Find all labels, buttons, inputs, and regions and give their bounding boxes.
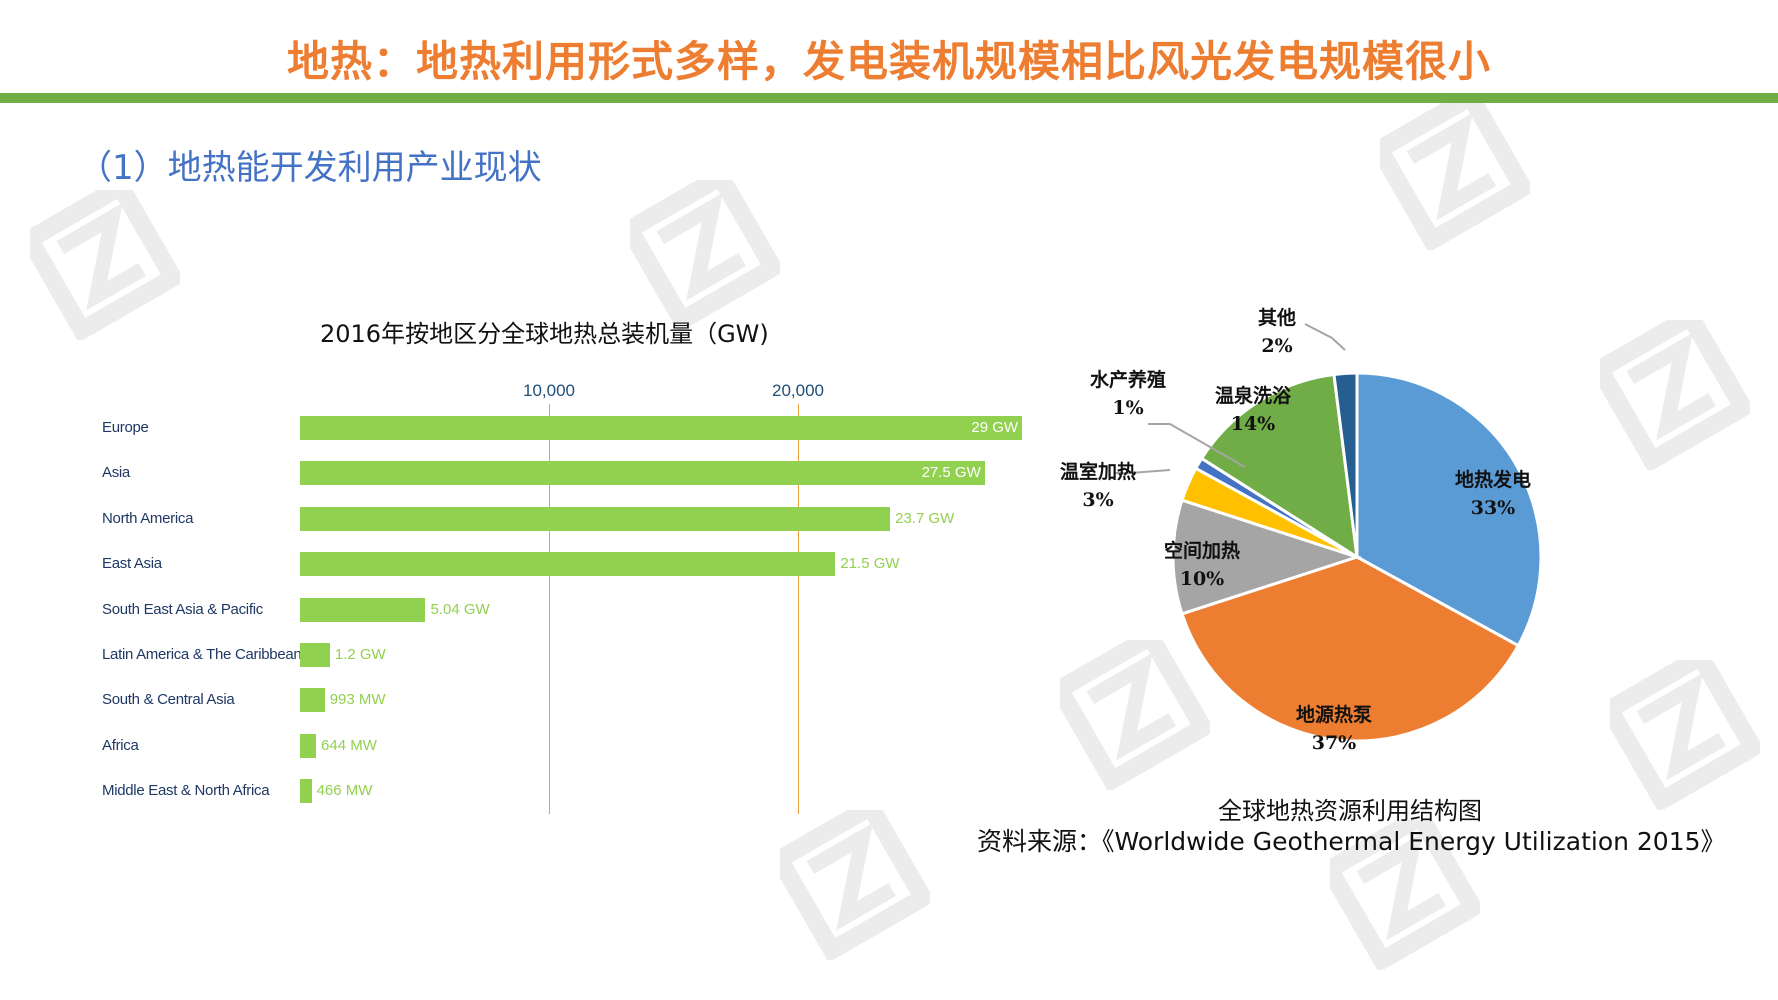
category-label: Africa xyxy=(102,736,139,754)
bar-row: South & Central Asia 993 MW xyxy=(0,688,1100,713)
leader-line xyxy=(1304,323,1346,351)
pie-slice xyxy=(1332,371,1359,558)
pie-percent: 14% xyxy=(1230,413,1276,435)
leader-line xyxy=(1148,423,1246,468)
pie-category: 空间加热 xyxy=(1163,540,1241,562)
value-label: 27.5 GW xyxy=(921,464,981,482)
bar-row: Asia 27.5 GW xyxy=(0,461,1100,486)
bar-row: North America 23.7 GW xyxy=(0,506,1100,531)
pie-percent: 10% xyxy=(1179,568,1225,590)
bar xyxy=(300,733,317,758)
category-label: South East Asia & Pacific xyxy=(102,600,263,618)
pie-category: 温室加热 xyxy=(1059,461,1137,483)
pie-percent: 3% xyxy=(1082,489,1114,511)
gridline xyxy=(549,404,550,814)
pie-category: 温泉洗浴 xyxy=(1214,385,1292,407)
bar xyxy=(300,552,836,577)
category-label: South & Central Asia xyxy=(102,691,235,709)
category-label: Europe xyxy=(102,419,149,436)
pie-data-label: 水产养殖 1% xyxy=(1090,366,1166,422)
pie-chart-caption: 全球地热资源利用结构图 xyxy=(1218,797,1482,825)
value-label: 1.2 GW xyxy=(334,646,386,663)
pie-slice xyxy=(1199,372,1359,560)
source-note: 资料来源：《Worldwide Geothermal Energy Utiliz… xyxy=(977,827,1726,856)
x-tick-label: 10,000 xyxy=(523,381,575,400)
bar-row: Latin America & The Caribbean 1.2 GW xyxy=(0,643,1100,667)
bar xyxy=(300,688,325,713)
gridline xyxy=(798,404,799,814)
pie-slice xyxy=(1355,371,1543,648)
bar-row: Africa 644 MW xyxy=(0,733,1100,758)
pie-category: 地热发电 xyxy=(1454,469,1532,491)
pie-percent: 1% xyxy=(1112,397,1144,419)
bar: 29 GW xyxy=(300,416,1023,440)
category-label: Asia xyxy=(102,464,130,482)
title-divider xyxy=(0,93,1778,103)
pie-percent: 37% xyxy=(1311,732,1357,754)
pie-data-label: 温室加热 3% xyxy=(1060,458,1136,514)
value-label: 29 GW xyxy=(971,419,1019,436)
bar xyxy=(300,779,312,804)
bar-row: Middle East & North Africa 466 MW xyxy=(0,779,1100,804)
value-label: 466 MW xyxy=(316,782,373,800)
bar-row: East Asia 21.5 GW xyxy=(0,552,1100,577)
bar-row: South East Asia & Pacific 5.04 GW xyxy=(0,597,1100,622)
bar xyxy=(300,597,426,622)
value-label: 23.7 GW xyxy=(895,509,955,527)
value-label: 21.5 GW xyxy=(840,555,900,573)
pie-percent: 2% xyxy=(1261,335,1293,357)
category-label: Latin America & The Caribbean xyxy=(102,646,302,663)
section-subtitle: （1）地热能开发利用产业现状 xyxy=(78,148,542,188)
pie-data-label: 地源热泵 37% xyxy=(1296,701,1372,757)
slide-title: 地热：地热利用形式多样，发电装机规模相比风光发电规模很小 xyxy=(286,37,1491,86)
value-label: 644 MW xyxy=(321,736,377,754)
category-label: Middle East & North Africa xyxy=(102,782,270,800)
value-label: 993 MW xyxy=(329,691,386,709)
pie-percent: 33% xyxy=(1470,497,1516,519)
category-label: North America xyxy=(102,509,194,527)
pie-slice xyxy=(1180,555,1521,743)
bar-row: Europe 29 GW xyxy=(0,416,1100,440)
bar-chart-title: 2016年按地区分全球地热总装机量（GW) xyxy=(320,320,769,348)
pie-data-label: 地热发电 33% xyxy=(1455,466,1531,522)
pie-category: 水产养殖 xyxy=(1089,369,1167,391)
pie-slice xyxy=(1171,498,1362,616)
category-label: East Asia xyxy=(102,555,162,573)
bar xyxy=(300,643,330,667)
x-tick-label: 20,000 xyxy=(772,381,824,400)
bar xyxy=(300,506,891,531)
leader-line xyxy=(1115,469,1171,474)
value-label: 5.04 GW xyxy=(430,600,490,618)
pie-data-label: 温泉洗浴 14% xyxy=(1215,382,1291,438)
pie-category: 地源热泵 xyxy=(1295,704,1373,726)
bar: 27.5 GW xyxy=(300,461,985,486)
pie-category: 其他 xyxy=(1257,307,1297,329)
pie-data-label: 空间加热 10% xyxy=(1164,537,1240,593)
pie-data-label: 其他 2% xyxy=(1258,304,1296,360)
